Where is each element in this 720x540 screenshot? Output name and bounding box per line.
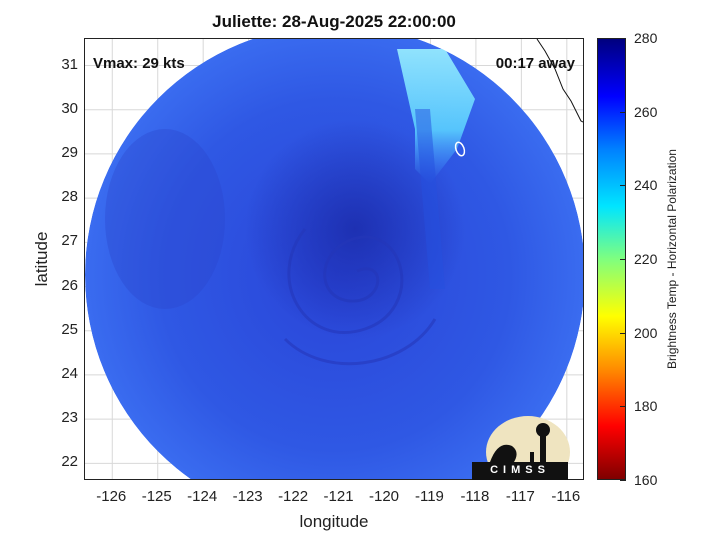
y-tick-label: 26	[61, 276, 78, 294]
y-tick-label: 30	[61, 99, 78, 117]
island-outline	[454, 141, 466, 157]
y-tick-label: 25	[61, 320, 78, 338]
x-tick-label: -122	[278, 488, 309, 505]
colorbar-tick-label: 260	[634, 103, 658, 120]
cimss-logo-text: CIMSS	[490, 464, 550, 476]
y-tick-label: 28	[61, 188, 78, 206]
brightness-temp-swath	[85, 39, 583, 479]
coastline	[536, 39, 583, 123]
cold-cloud-core	[245, 119, 465, 339]
time-away-label: 00:17 away	[495, 55, 575, 72]
colorbar-tick-label: 160	[634, 472, 658, 488]
colorbar-tick-mark	[620, 111, 626, 113]
x-tick-label: -121	[323, 488, 354, 505]
cloud-band-west	[105, 129, 225, 309]
x-tick-label: -116	[551, 488, 581, 505]
map-title: Juliette: 28-Aug-2025 22:00:00	[212, 12, 456, 31]
colorbar-tick-label: 240	[634, 177, 658, 194]
x-tick-label: -123	[232, 488, 263, 505]
scan-seam	[415, 109, 445, 289]
colorbar-tick-label: 280	[634, 30, 658, 46]
colorbar-tick-mark	[620, 480, 626, 481]
storm-spiral-bands	[283, 228, 437, 366]
colorbar-tick-mark	[620, 185, 626, 187]
map-plot-area: Vmax: 29 kts 00:17 away	[84, 38, 584, 480]
x-tick-label: -120	[368, 488, 400, 505]
x-tick-label: -126	[96, 488, 127, 505]
colorbar-tick-label: 220	[634, 251, 658, 267]
y-tick-label: 24	[61, 364, 78, 382]
colorbar-tick-mark	[620, 38, 626, 39]
x-axis-label: longitude	[299, 512, 369, 531]
y-tick-label: 22	[61, 453, 78, 471]
colorbar-tick-mark	[620, 406, 626, 408]
vmax-label: Vmax: 29 kts	[93, 55, 185, 72]
x-tick-label: -125	[141, 488, 172, 505]
y-tick-label: 23	[61, 409, 78, 427]
colorbar-label: Brightness Temp - Horizontal Polarizatio…	[665, 149, 679, 369]
colorbar-tick-label: 180	[634, 398, 658, 415]
y-tick-label: 31	[61, 55, 78, 73]
x-tick-label: -118	[460, 488, 490, 505]
x-tick-label: -124	[187, 488, 218, 505]
x-tick-label: -117	[505, 488, 535, 505]
colorbar-tick-mark	[620, 259, 626, 260]
x-tick-label: -119	[414, 488, 444, 505]
colorbar-tick-label: 200	[634, 324, 658, 341]
y-tick-label: 29	[61, 143, 78, 161]
y-tick-label: 27	[61, 232, 78, 250]
colorbar-tick-mark	[620, 332, 626, 334]
y-axis-label: latitude	[32, 231, 51, 287]
cimss-logo	[472, 416, 570, 480]
